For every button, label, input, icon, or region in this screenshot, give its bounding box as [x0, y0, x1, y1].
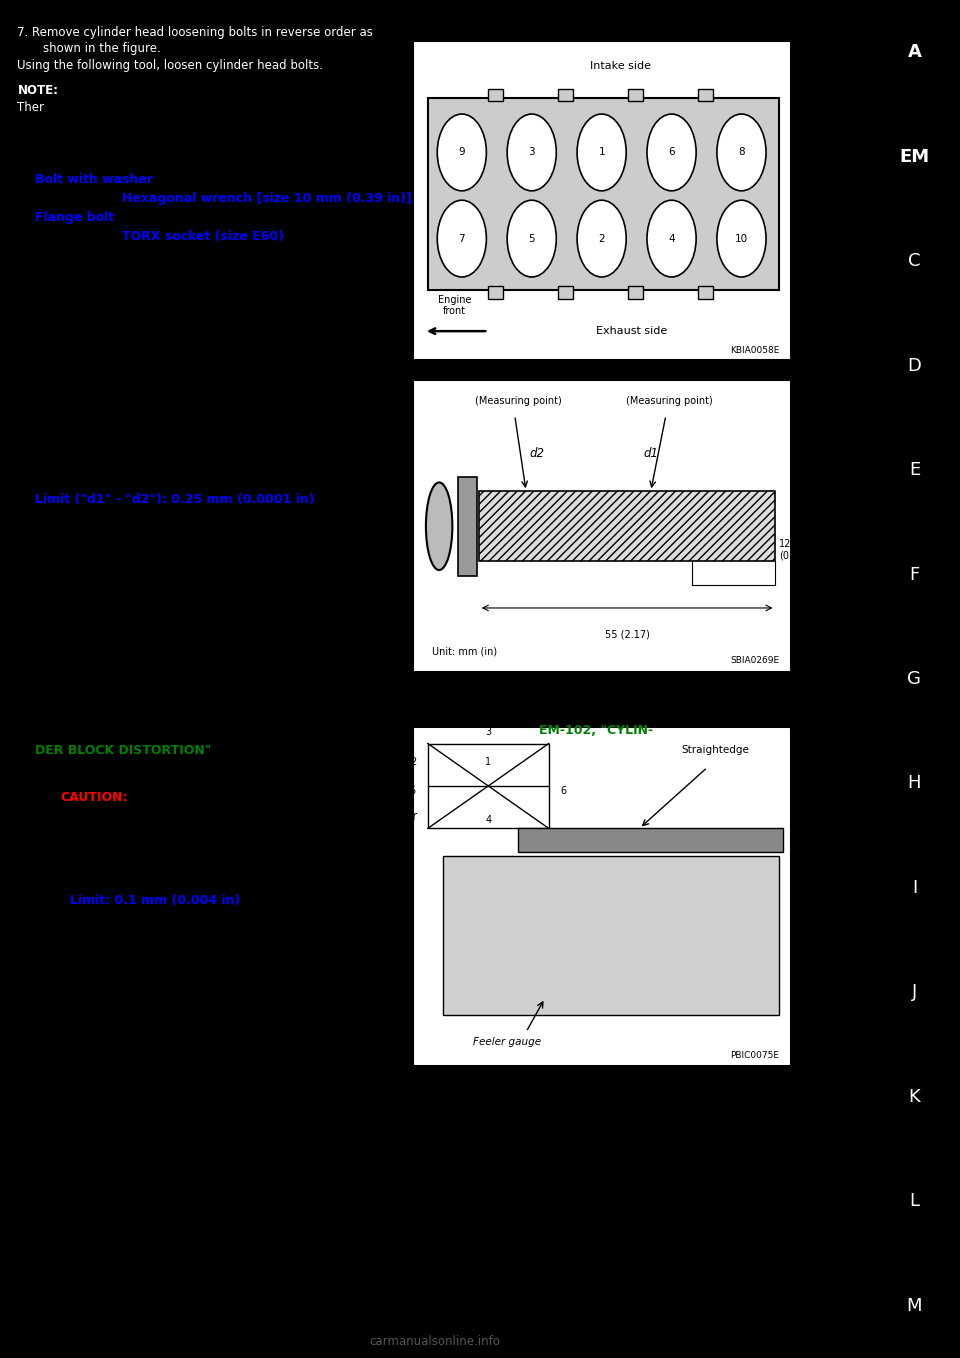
- Text: 2: 2: [598, 234, 605, 243]
- Text: Limit ("d1" - "d2"): 0.25 mm (0.0001 in): Limit ("d1" - "d2"): 0.25 mm (0.0001 in): [35, 493, 314, 507]
- Text: G: G: [907, 669, 922, 689]
- Text: C: C: [908, 253, 921, 270]
- Text: M: M: [906, 1297, 923, 1315]
- Bar: [443, 856, 780, 1016]
- Ellipse shape: [426, 482, 452, 570]
- Text: 4: 4: [485, 815, 492, 824]
- Circle shape: [437, 200, 487, 277]
- Text: 3: 3: [528, 148, 535, 158]
- Bar: [413, 41, 791, 360]
- Text: NOTE:: NOTE:: [17, 84, 59, 98]
- Text: shown in the figure.: shown in the figure.: [43, 42, 161, 56]
- Text: d2: d2: [530, 447, 545, 460]
- Text: PBIC0075E: PBIC0075E: [731, 1051, 780, 1061]
- Text: E: E: [909, 462, 920, 479]
- Bar: [413, 727, 791, 1066]
- Text: 1: 1: [485, 758, 492, 767]
- Bar: [698, 88, 713, 102]
- Text: Ther: Ther: [17, 100, 44, 114]
- Text: 12
(0.47): 12 (0.47): [780, 539, 808, 561]
- Circle shape: [437, 114, 487, 191]
- Text: 1: 1: [598, 148, 605, 158]
- Bar: [628, 88, 643, 102]
- Text: KBIA0058E: KBIA0058E: [730, 346, 780, 354]
- Text: I: I: [912, 879, 917, 896]
- Bar: [413, 380, 791, 672]
- Bar: [518, 828, 783, 853]
- Bar: [698, 287, 713, 299]
- Text: Straightedge: Straightedge: [681, 746, 749, 755]
- Text: CYLINDER HEAD DISTORTION: CYLINDER HEAD DISTORTION: [17, 638, 210, 652]
- Circle shape: [577, 114, 626, 191]
- Circle shape: [717, 114, 766, 191]
- Circle shape: [647, 114, 696, 191]
- Bar: [428, 744, 549, 828]
- Text: d1: d1: [643, 447, 659, 460]
- Circle shape: [507, 200, 556, 277]
- Text: F: F: [909, 565, 920, 584]
- Text: 10: 10: [735, 234, 748, 243]
- Bar: [558, 88, 573, 102]
- Circle shape: [577, 200, 626, 277]
- Text: DER BLOCK DISTORTION": DER BLOCK DISTORTION": [35, 744, 211, 758]
- Text: 8. Check cylinder head bolts for any deformation. (Refer to: 8. Check cylinder head bolts for any def…: [17, 402, 366, 416]
- Text: Hexagonal wrench [size 10 mm (0.39 in)]: Hexagonal wrench [size 10 mm (0.39 in)]: [122, 191, 412, 205]
- Bar: [489, 88, 503, 102]
- Text: Engine
front: Engine front: [438, 295, 471, 316]
- Text: H: H: [907, 774, 922, 793]
- Text: Exhaust side: Exhaust side: [596, 326, 667, 337]
- Text: INSPECTION: INSPECTION: [17, 618, 102, 631]
- Text: 7: 7: [459, 234, 466, 243]
- Text: EM: EM: [900, 148, 929, 166]
- Text: If the distortion exceeds the limit, replace the cylinder head.: If the distortion exceeds the limit, rep…: [17, 917, 376, 930]
- Text: K: K: [908, 1088, 921, 1105]
- Text: 3: 3: [485, 727, 492, 736]
- Text: (Measuring point): (Measuring point): [626, 395, 713, 406]
- Text: 4: 4: [668, 234, 675, 243]
- Text: CAUTION:: CAUTION:: [60, 790, 129, 804]
- Text: SBIA0269E: SBIA0269E: [731, 656, 780, 665]
- Text: 2: 2: [410, 758, 417, 767]
- Text: EM-102, "CYLIN-: EM-102, "CYLIN-: [539, 724, 653, 737]
- Text: head might be damaged.: head might be damaged.: [60, 827, 210, 841]
- Text: 55 (2.17): 55 (2.17): [605, 629, 650, 640]
- Bar: [0, 0, 869, 122]
- Bar: [479, 492, 776, 561]
- Text: D: D: [907, 357, 922, 375]
- Text: (Measuring point): (Measuring point): [475, 395, 562, 406]
- Text: 5: 5: [528, 234, 535, 243]
- Text: 6: 6: [668, 148, 675, 158]
- Circle shape: [507, 114, 556, 191]
- Text: If deformation exceeds the limit, replace the bolt.: If deformation exceeds the limit, replac…: [17, 436, 311, 449]
- Text: Flange bolt: Flange bolt: [35, 210, 114, 224]
- Text: Unit: mm (in): Unit: mm (in): [432, 646, 496, 657]
- Circle shape: [717, 200, 766, 277]
- Bar: [428, 98, 780, 289]
- Bar: [458, 477, 477, 576]
- Text: Using the following tool, loosen cylinder head bolts.: Using the following tool, loosen cylinde…: [17, 58, 324, 72]
- Text: 9: 9: [459, 148, 466, 158]
- Text: carmanualsonline.info: carmanualsonline.info: [369, 1335, 500, 1348]
- Text: L: L: [909, 1192, 920, 1210]
- Text: DER BLOCK DISTORTION".: DER BLOCK DISTORTION".: [17, 683, 170, 697]
- Text: 5: 5: [409, 786, 416, 796]
- Text: 8: 8: [738, 148, 745, 158]
- Text: Bolt with washer: Bolt with washer: [35, 172, 153, 186]
- Text: J: J: [912, 983, 917, 1001]
- Text: 7. Remove cylinder head loosening bolts in reverse order as: 7. Remove cylinder head loosening bolts …: [17, 26, 373, 39]
- Bar: [558, 287, 573, 299]
- Text: Limit: 0.1 mm (0.004 in): Limit: 0.1 mm (0.004 in): [69, 894, 240, 907]
- Text: 6: 6: [561, 786, 566, 796]
- Text: Intake side: Intake side: [590, 61, 651, 71]
- Text: Refer to: Refer to: [17, 665, 64, 679]
- Text: TORX socket (size E60): TORX socket (size E60): [122, 230, 283, 243]
- Text: A: A: [907, 43, 922, 61]
- Bar: [628, 287, 643, 299]
- Text: Do not machine more than the limit; otherwise, the cylinder: Do not machine more than the limit; othe…: [60, 809, 417, 823]
- Text: Feeler gauge: Feeler gauge: [473, 1038, 541, 1047]
- Text: "CYLINDER HEAD BOLT" for details.): "CYLINDER HEAD BOLT" for details.): [43, 418, 254, 432]
- Bar: [489, 287, 503, 299]
- Circle shape: [647, 200, 696, 277]
